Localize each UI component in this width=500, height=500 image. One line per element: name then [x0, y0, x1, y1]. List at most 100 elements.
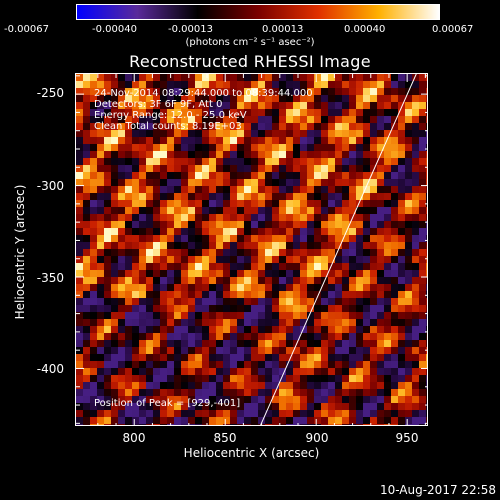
image-pixel	[216, 179, 223, 186]
image-pixel	[244, 109, 251, 116]
image-pixel	[195, 298, 202, 305]
image-pixel	[237, 214, 244, 221]
image-pixel	[125, 172, 132, 179]
image-pixel	[237, 116, 244, 123]
image-pixel	[349, 249, 356, 256]
image-pixel	[377, 410, 384, 417]
image-pixel	[181, 186, 188, 193]
image-pixel	[251, 256, 258, 263]
image-pixel	[125, 256, 132, 263]
image-pixel	[412, 326, 419, 333]
image-pixel	[132, 354, 139, 361]
image-pixel	[391, 291, 398, 298]
image-pixel	[174, 277, 181, 284]
image-pixel	[265, 137, 272, 144]
image-pixel	[181, 368, 188, 375]
image-pixel	[202, 319, 209, 326]
image-pixel	[174, 417, 181, 424]
image-pixel	[419, 326, 426, 333]
image-pixel	[146, 116, 153, 123]
image-pixel	[398, 312, 405, 319]
image-pixel	[342, 396, 349, 403]
image-pixel	[426, 403, 427, 410]
image-pixel	[405, 186, 412, 193]
image-pixel	[328, 326, 335, 333]
image-pixel	[146, 298, 153, 305]
image-pixel	[426, 193, 427, 200]
image-pixel	[321, 326, 328, 333]
image-pixel	[111, 228, 118, 235]
image-pixel	[412, 165, 419, 172]
image-pixel	[118, 305, 125, 312]
image-pixel	[132, 151, 139, 158]
image-pixel	[160, 207, 167, 214]
image-pixel	[160, 326, 167, 333]
image-pixel	[167, 270, 174, 277]
image-pixel	[272, 130, 279, 137]
image-pixel	[83, 410, 90, 417]
image-pixel	[265, 256, 272, 263]
image-pixel	[237, 95, 244, 102]
image-pixel	[307, 319, 314, 326]
image-pixel	[258, 116, 265, 123]
image-pixel	[328, 242, 335, 249]
image-pixel	[111, 95, 118, 102]
image-pixel	[230, 277, 237, 284]
image-pixel	[174, 221, 181, 228]
image-pixel	[384, 214, 391, 221]
image-pixel	[286, 256, 293, 263]
image-pixel	[265, 347, 272, 354]
image-pixel	[132, 333, 139, 340]
image-pixel	[307, 403, 314, 410]
image-pixel	[223, 193, 230, 200]
image-pixel	[307, 375, 314, 382]
image-pixel	[216, 137, 223, 144]
image-pixel	[363, 158, 370, 165]
image-pixel	[139, 95, 146, 102]
image-pixel	[83, 277, 90, 284]
image-pixel	[244, 158, 251, 165]
image-pixel	[181, 375, 188, 382]
image-pixel	[188, 158, 195, 165]
image-pixel	[244, 333, 251, 340]
image-pixel	[111, 354, 118, 361]
image-pixel	[181, 158, 188, 165]
image-pixel	[286, 382, 293, 389]
image-pixel	[405, 284, 412, 291]
image-pixel	[405, 172, 412, 179]
image-pixel	[356, 186, 363, 193]
image-pixel	[209, 228, 216, 235]
image-pixel	[412, 242, 419, 249]
image-pixel	[405, 340, 412, 347]
image-pixel	[202, 284, 209, 291]
image-pixel	[384, 382, 391, 389]
image-pixel	[426, 214, 427, 221]
image-pixel	[76, 193, 83, 200]
image-pixel	[174, 235, 181, 242]
image-pixel	[209, 144, 216, 151]
image-pixel	[104, 361, 111, 368]
image-pixel	[104, 95, 111, 102]
image-pixel	[335, 340, 342, 347]
image-pixel	[230, 256, 237, 263]
image-pixel	[167, 200, 174, 207]
image-pixel	[335, 172, 342, 179]
image-pixel	[174, 361, 181, 368]
image-pixel	[272, 361, 279, 368]
plot-title: Reconstructed RHESSI Image	[129, 52, 371, 71]
image-pixel	[244, 256, 251, 263]
image-pixel	[118, 144, 125, 151]
image-pixel	[391, 340, 398, 347]
image-pixel	[405, 417, 412, 424]
image-pixel	[370, 263, 377, 270]
image-pixel	[223, 186, 230, 193]
image-pixel	[391, 235, 398, 242]
image-pixel	[139, 130, 146, 137]
image-pixel	[328, 172, 335, 179]
image-pixel	[426, 417, 427, 424]
image-pixel	[97, 88, 104, 95]
image-pixel	[398, 291, 405, 298]
image-pixel	[391, 403, 398, 410]
image-pixel	[272, 102, 279, 109]
image-pixel	[300, 354, 307, 361]
